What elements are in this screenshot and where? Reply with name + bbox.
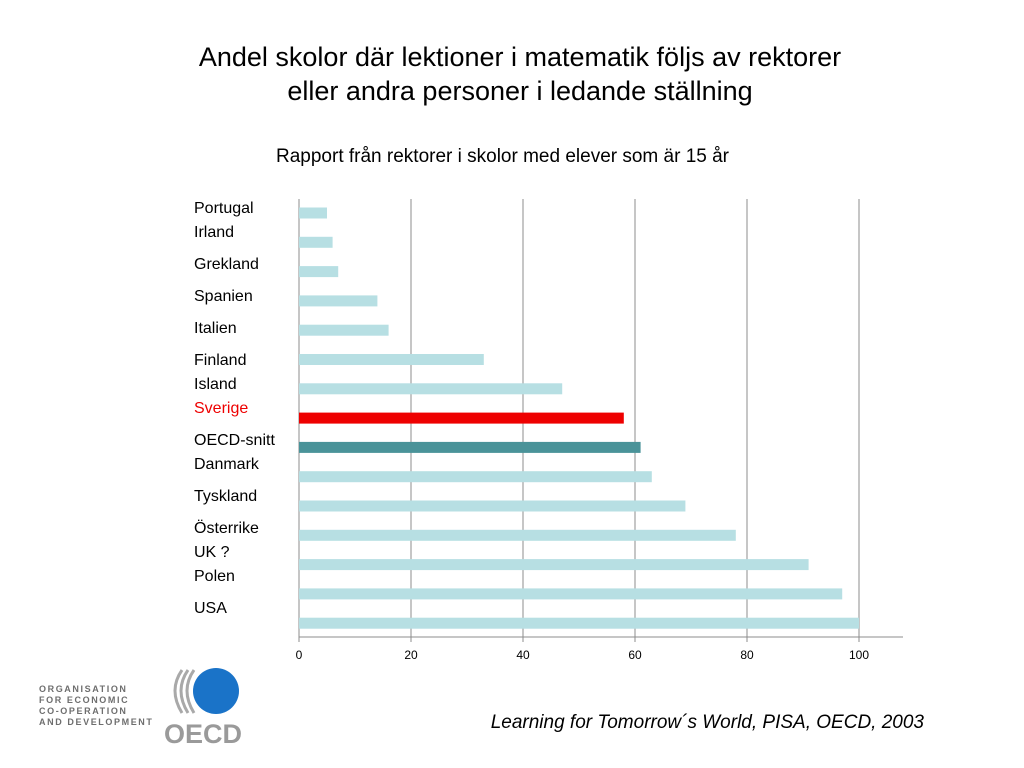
- category-label: Grekland: [194, 256, 259, 273]
- bar: [299, 412, 624, 424]
- oecd-logo-text-line: FOR ECONOMIC: [39, 695, 130, 705]
- category-label: Italien: [194, 320, 237, 337]
- category-label: Danmark: [194, 456, 259, 473]
- category-label: Irland: [194, 224, 235, 241]
- slide-title: Andel skolor där lektioner i matematik f…: [0, 40, 1024, 108]
- category-label: Spanien: [194, 288, 253, 305]
- bar: [299, 266, 339, 278]
- x-tick-label: 80: [740, 648, 754, 662]
- oecd-logo-text-line: ORGANISATION: [39, 684, 128, 694]
- oecd-logo-text: ORGANISATION FOR ECONOMIC CO-OPERATION A…: [39, 684, 154, 728]
- bar: [299, 383, 563, 395]
- bar: [299, 471, 652, 483]
- category-label: Island: [194, 376, 237, 393]
- slide-title-line-1: Andel skolor där lektioner i matematik f…: [198, 42, 842, 72]
- bar: [299, 236, 333, 248]
- bar: [299, 295, 378, 307]
- oecd-logo-icon: OECD: [164, 668, 242, 747]
- category-label: Sverige: [194, 400, 249, 417]
- bar: [299, 441, 641, 453]
- x-tick-label: 0: [296, 648, 303, 662]
- bar: [299, 354, 484, 365]
- oecd-logo-text-line: CO-OPERATION: [39, 706, 128, 716]
- chart-title: Rapport från rektorer i skolor med eleve…: [276, 146, 730, 167]
- category-label: UK ?: [194, 544, 230, 561]
- bar: [299, 207, 327, 219]
- bar: [299, 588, 843, 600]
- x-tick-label: 60: [628, 648, 642, 662]
- category-label: Österrike: [194, 520, 259, 537]
- x-tick-label: 40: [516, 648, 530, 662]
- category-label: OECD-snitt: [194, 432, 275, 449]
- slide-title-line-2: eller andra personer i ledande ställning: [287, 76, 753, 106]
- source-citation: Learning for Tomorrow´s World, PISA, OEC…: [490, 712, 924, 733]
- bar: [299, 529, 736, 541]
- category-label: Finland: [194, 352, 247, 369]
- oecd-wordmark: OECD: [164, 719, 242, 747]
- oecd-logo-text-line: AND DEVELOPMENT: [39, 717, 154, 727]
- category-label: Portugal: [194, 200, 254, 217]
- bar: [299, 324, 389, 336]
- bar: [299, 500, 686, 512]
- bar: [299, 617, 859, 629]
- category-label: USA: [194, 600, 227, 617]
- category-label: Tyskland: [194, 488, 258, 505]
- x-tick-label: 100: [849, 648, 869, 662]
- x-tick-label: 20: [404, 648, 418, 662]
- bar: [299, 559, 809, 571]
- category-label: Polen: [194, 568, 235, 585]
